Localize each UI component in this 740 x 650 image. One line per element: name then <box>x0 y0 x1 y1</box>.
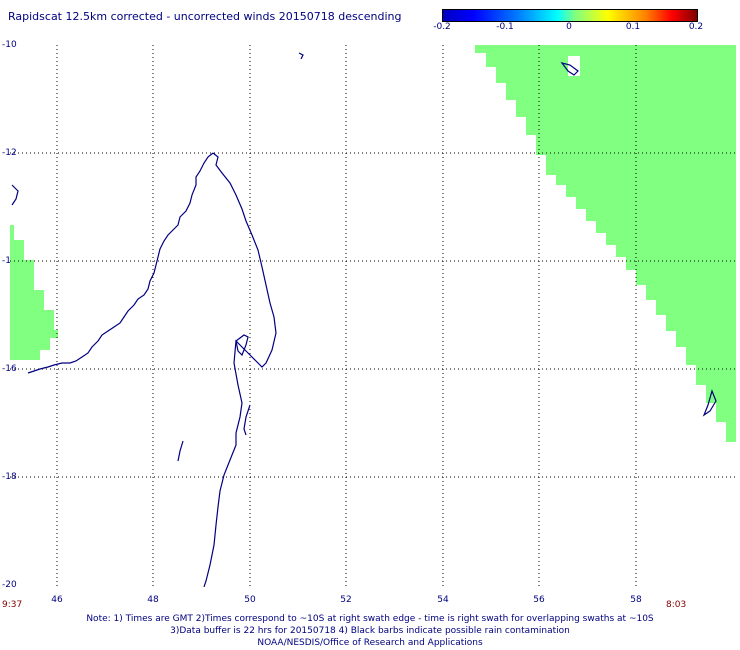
lon-label: 48 <box>147 595 159 605</box>
colorbar-tick: 0.2 <box>688 22 704 32</box>
left-swath-time: 9:37 <box>2 600 23 610</box>
colorbar-tick: 0 <box>566 22 572 32</box>
right-swath-time: 8:03 <box>666 600 687 610</box>
lon-label: 54 <box>437 595 449 605</box>
colorbar-tick: 0.1 <box>625 22 641 32</box>
lat-label: -16 <box>2 364 17 374</box>
lon-label: 52 <box>340 595 352 605</box>
lat-label: -12 <box>2 148 17 158</box>
lon-label: 56 <box>533 595 545 605</box>
wind-difference-map <box>10 45 736 587</box>
map-title: Rapidscat 12.5km corrected - uncorrected… <box>8 10 402 23</box>
coastline <box>11 52 717 587</box>
swath-right <box>475 45 736 442</box>
swath-left <box>10 225 58 360</box>
graticule <box>10 45 736 587</box>
color-scale-bar <box>442 9 698 22</box>
swath-gap <box>568 56 580 76</box>
colorbar-tick: -0.1 <box>496 22 514 32</box>
lon-label: 50 <box>244 595 256 605</box>
lon-label: 46 <box>51 595 63 605</box>
lat-label: -20 <box>2 580 17 590</box>
colorbar-tick: -0.2 <box>433 22 451 32</box>
lon-label: 58 <box>630 595 642 605</box>
lat-label: -10 <box>2 40 17 50</box>
lat-label: -18 <box>2 472 17 482</box>
note-line-3: NOAA/NESDIS/Office of Research and Appli… <box>257 638 483 648</box>
note-line-2: 3)Data buffer is 22 hrs for 20150718 4) … <box>170 626 570 636</box>
note-line-1: Note: 1) Times are GMT 2)Times correspon… <box>86 614 654 624</box>
